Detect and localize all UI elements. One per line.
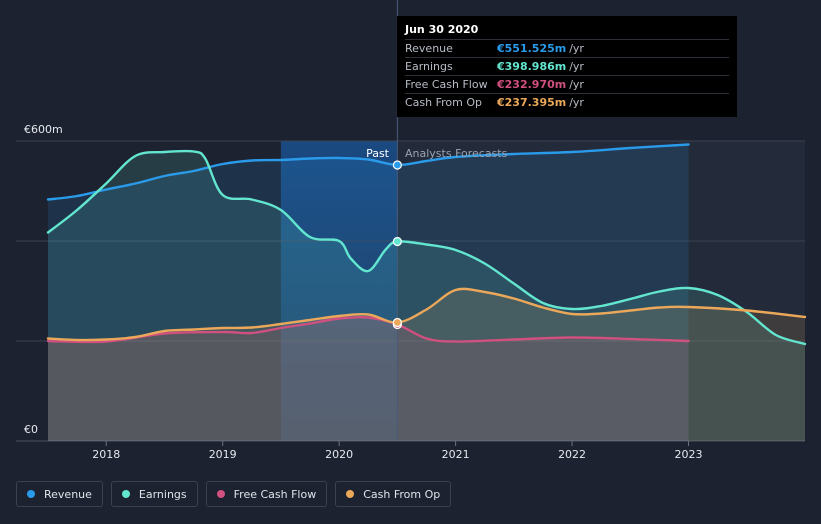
tooltip-row-revenue: Revenue €551.525m /yr	[405, 39, 729, 57]
tooltip-unit: /yr	[569, 60, 584, 73]
tooltip-value: €237.395m	[497, 96, 567, 109]
past-label: Past	[366, 147, 390, 160]
area-cash-from-op	[48, 288, 805, 441]
tooltip-unit: /yr	[569, 42, 584, 55]
tooltip-label: Free Cash Flow	[405, 78, 488, 91]
tooltip-value: €398.986m	[497, 60, 567, 73]
legend-dot-icon	[216, 490, 225, 498]
marker-earnings	[392, 236, 402, 247]
area-revenue	[48, 144, 689, 441]
chart-legend: Revenue Earnings Free Cash Flow Cash Fro…	[16, 481, 452, 507]
tooltip-label: Earnings	[405, 60, 453, 73]
legend-item-free-cash-flow[interactable]: Free Cash Flow	[205, 481, 328, 507]
x-tick-label: 2019	[209, 448, 237, 461]
tooltip-label: Cash From Op	[405, 96, 483, 109]
tooltip-row-earnings: Earnings €398.986m /yr	[405, 57, 729, 75]
legend-dot-icon	[27, 490, 35, 498]
area-earnings	[48, 150, 805, 441]
area-free-cash-flow	[48, 317, 689, 441]
x-tick-label: 2020	[325, 448, 353, 461]
marker-revenue	[392, 160, 402, 170]
forecast-label: Analysts Forecasts	[405, 147, 508, 160]
x-tick-label: 2018	[92, 448, 120, 461]
legend-item-earnings[interactable]: Earnings	[110, 481, 198, 507]
legend-item-revenue[interactable]: Revenue	[16, 481, 103, 507]
x-tick-label: 2021	[442, 448, 470, 461]
legend-label: Cash From Op	[363, 487, 441, 501]
forecast-region	[397, 141, 805, 441]
legend-label: Free Cash Flow	[233, 487, 317, 501]
tooltip-row-free-cash-flow: Free Cash Flow €232.970m /yr	[405, 75, 729, 93]
legend-dot-icon	[346, 490, 355, 498]
y-axis-bottom-label: €0	[24, 423, 38, 436]
series-areas	[48, 144, 805, 441]
chart-background	[280, 141, 805, 441]
legend-dot-icon	[121, 490, 130, 498]
past-highlight-region	[280, 141, 398, 441]
tooltip-value: €232.970m	[497, 78, 567, 91]
tooltip-value: €551.525m	[497, 42, 567, 55]
x-tick-label: 2022	[558, 448, 586, 461]
x-tick-label: 2023	[675, 448, 703, 461]
tooltip-label: Revenue	[405, 42, 453, 55]
tooltip-unit: /yr	[569, 78, 584, 91]
data-tooltip: Jun 30 2020 Revenue €551.525m /yr Earnin…	[397, 16, 737, 117]
marker-cash-from-op	[392, 317, 402, 328]
tooltip-row-cash-from-op: Cash From Op €237.395m /yr	[405, 93, 729, 111]
line-revenue	[46, 143, 690, 201]
legend-item-cash-from-op[interactable]: Cash From Op	[335, 481, 452, 507]
line-earnings	[46, 149, 807, 346]
tooltip-unit: /yr	[569, 96, 584, 109]
legend-label: Revenue	[44, 487, 92, 501]
tooltip-date: Jun 30 2020	[405, 23, 479, 36]
legend-label: Earnings	[138, 487, 187, 501]
x-axis-ticks: 2018 2019 2020 2021 2022 2023	[92, 441, 703, 461]
y-axis-top-label: €600m	[24, 123, 63, 136]
line-free-cash-flow	[46, 315, 690, 344]
